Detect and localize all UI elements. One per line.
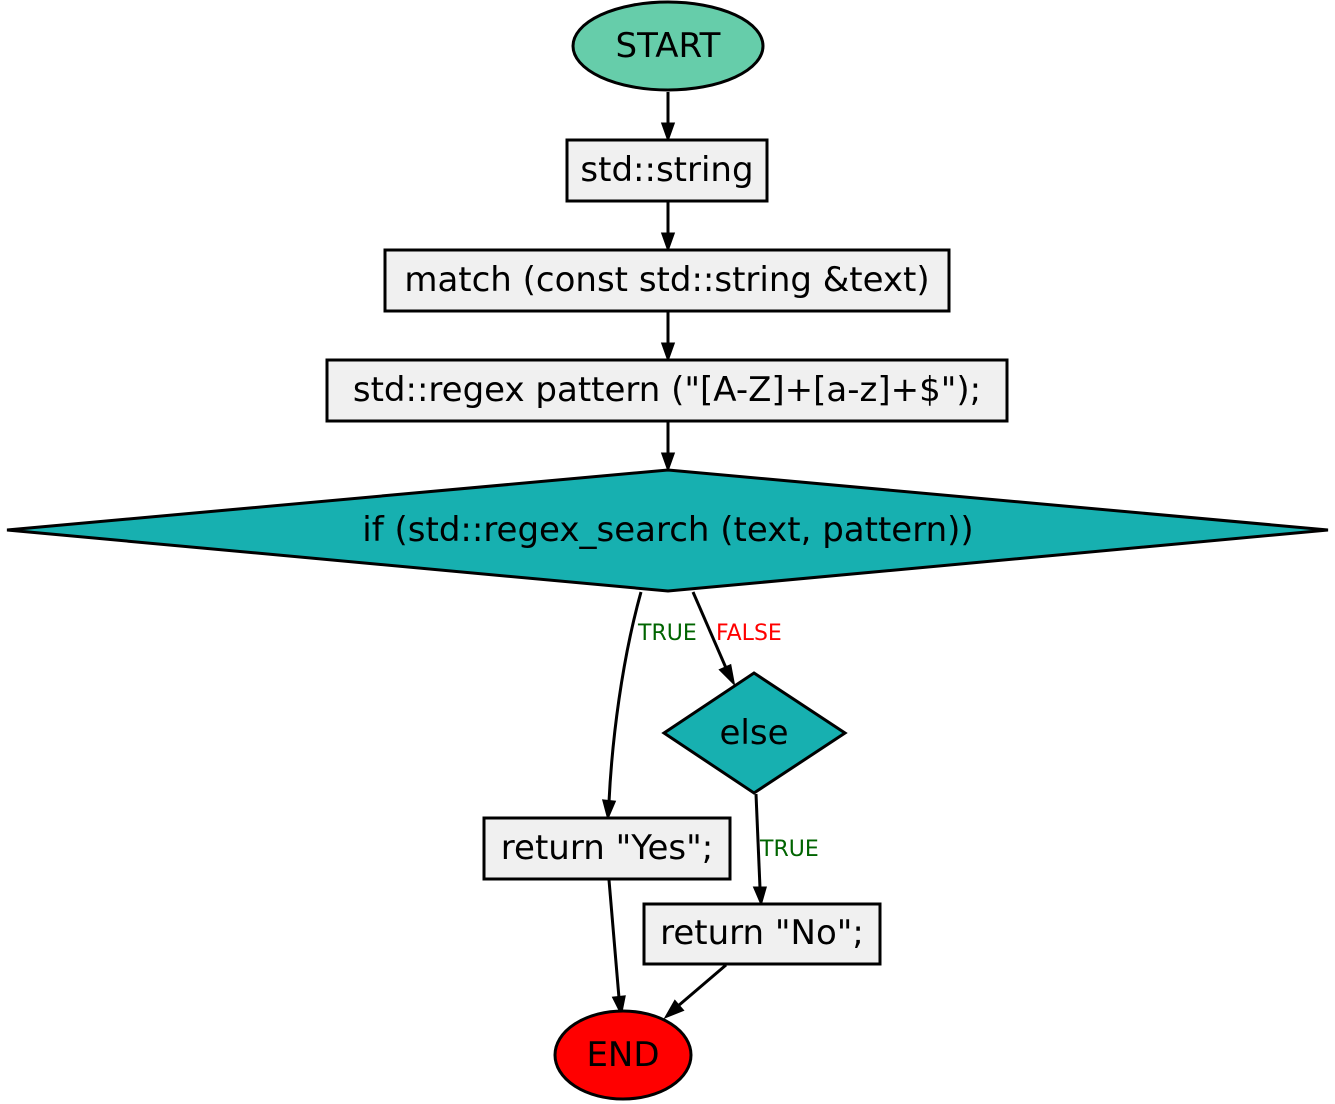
edge-if-false-to-else — [691, 591, 736, 687]
else-decision-node: else — [661, 671, 848, 795]
return-yes-label: return "Yes"; — [501, 828, 713, 868]
string-decl-node: std::string — [565, 138, 769, 203]
string-decl-label: std::string — [580, 150, 753, 190]
match-function-label: match (const std::string &text) — [404, 260, 929, 300]
end-node: END — [553, 1009, 693, 1101]
edge-start-to-string — [660, 92, 676, 143]
start-node: START — [571, 0, 765, 92]
edge-return-no-to-end — [663, 963, 727, 1019]
else-decision-label: else — [720, 713, 789, 753]
edge-label-else-true: TRUE — [759, 837, 819, 862]
return-no-label: return "No"; — [660, 913, 864, 953]
pattern-decl-label: std::regex pattern ("[A-Z]+[a-z]+$"); — [353, 370, 981, 410]
edge-match-to-pattern — [660, 312, 676, 363]
match-function-node: match (const std::string &text) — [383, 248, 951, 313]
edge-string-to-match — [660, 202, 676, 253]
end-label: END — [586, 1035, 659, 1075]
return-yes-node: return "Yes"; — [482, 816, 732, 881]
edge-if-true-to-return-yes — [601, 591, 643, 821]
edge-return-yes-to-end — [607, 879, 626, 1017]
if-decision-label: if (std::regex_search (text, pattern)) — [362, 510, 973, 550]
edge-pattern-to-if — [660, 422, 676, 473]
return-no-node: return "No"; — [642, 902, 882, 966]
if-decision-node: if (std::regex_search (text, pattern)) — [6, 468, 1329, 593]
edge-label-if-false: FALSE — [716, 621, 782, 646]
edge-label-if-true: TRUE — [637, 621, 697, 646]
start-label: START — [616, 26, 721, 66]
pattern-decl-node: std::regex pattern ("[A-Z]+[a-z]+$"); — [325, 358, 1009, 423]
edge-else-true-to-return-no — [752, 793, 767, 907]
